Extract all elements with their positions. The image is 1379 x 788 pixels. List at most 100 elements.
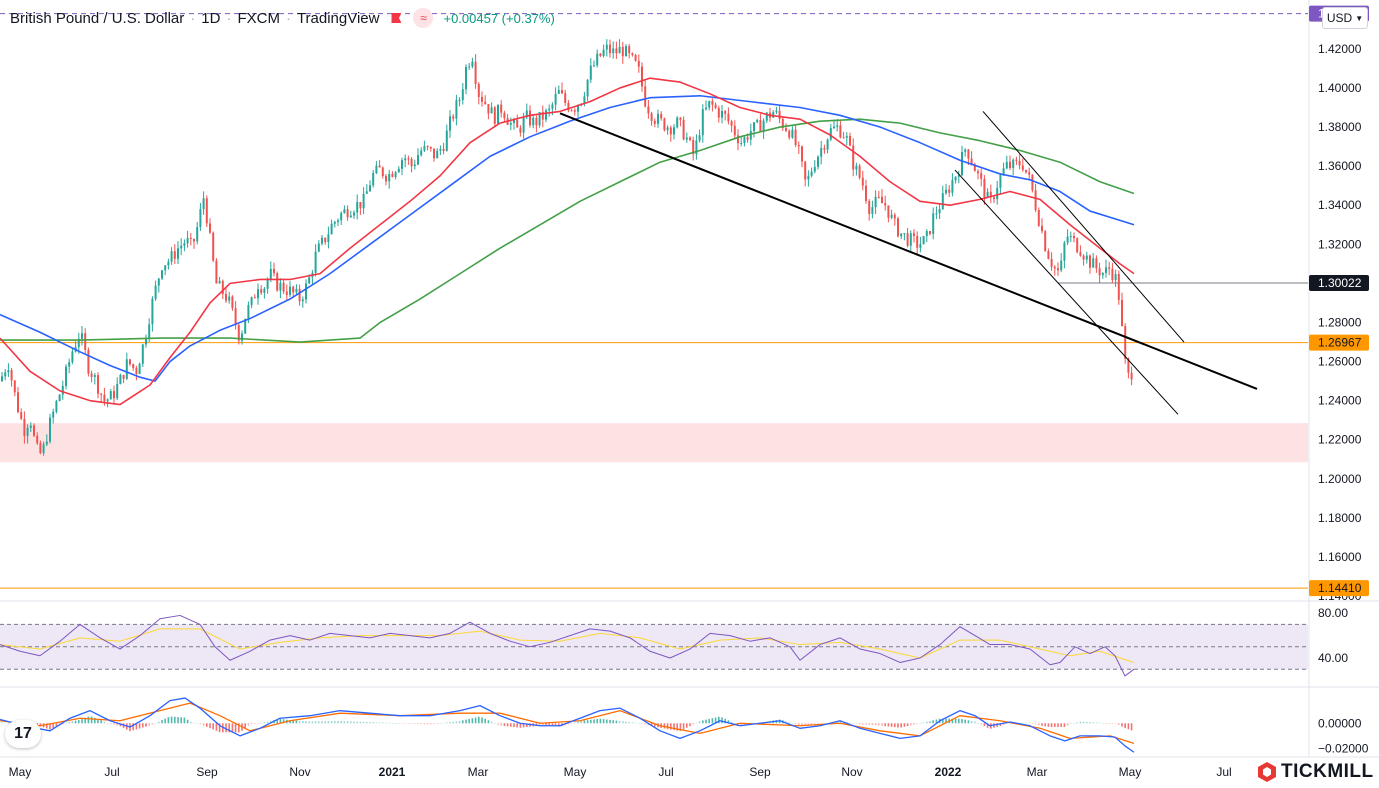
candle-body — [410, 159, 413, 167]
macd-hist-bar — [436, 723, 438, 724]
candle-body — [596, 53, 599, 66]
macd-hist-bar — [414, 723, 416, 724]
candle-body — [618, 46, 621, 54]
macd-hist-bar — [474, 717, 477, 724]
macd-hist-bar — [372, 722, 374, 724]
macd-hist-bar — [442, 722, 445, 724]
candle-body — [154, 285, 157, 299]
macd-hist-bar — [394, 723, 397, 724]
candle-body — [122, 374, 125, 379]
candle-body — [49, 417, 51, 442]
macd-hist-bar — [71, 721, 74, 724]
macd-hist-bar — [1105, 723, 1107, 724]
macd-hist-bar — [858, 723, 861, 725]
macd-hist-bar — [132, 723, 134, 731]
candle-body — [868, 201, 871, 214]
time-tick-label: Mar — [1027, 765, 1048, 779]
macd-hist-bar — [622, 721, 624, 724]
candle-body — [634, 55, 637, 61]
macd-hist-bar — [868, 723, 870, 725]
candle-body — [58, 394, 61, 401]
macd-hist-bar — [695, 722, 698, 724]
macd-hist-bar — [567, 723, 570, 725]
candle-body — [881, 196, 883, 204]
candle-body — [29, 425, 32, 428]
approx-wave-icon[interactable]: ≈ — [413, 8, 434, 28]
candle-body — [852, 145, 855, 170]
candle-body — [861, 177, 864, 186]
candle-body — [161, 270, 163, 279]
candle-body — [241, 333, 243, 341]
candle-body — [180, 245, 183, 249]
candle-body — [391, 173, 394, 177]
candle-body — [353, 212, 355, 216]
candle-body — [529, 110, 531, 126]
candle-body — [903, 233, 906, 235]
candle-body — [749, 131, 752, 140]
candle-body — [135, 368, 138, 375]
macd-hist-bar — [910, 723, 912, 726]
macd-hist-bar — [1070, 723, 1072, 724]
tradingview-logo[interactable]: 17 — [5, 720, 41, 748]
candle-body — [541, 111, 544, 120]
macd-hist-bar — [894, 723, 896, 728]
macd-hist-bar — [945, 718, 947, 724]
candle-body — [772, 112, 775, 118]
candle-body — [740, 143, 743, 145]
candle-body — [413, 164, 416, 167]
macd-hist-bar — [391, 722, 394, 724]
candle-body — [525, 110, 528, 118]
candle-body — [273, 268, 275, 274]
macd-hist-bar — [702, 720, 704, 724]
macd-hist-bar — [186, 719, 189, 724]
candle-body — [967, 149, 970, 159]
candle-body — [1053, 266, 1056, 269]
candle-body — [170, 251, 173, 262]
candle-body — [61, 385, 64, 395]
candle-body — [100, 393, 103, 395]
macd-hist-bar — [836, 721, 838, 724]
candle-body — [298, 288, 301, 302]
macd-hist-bar — [602, 719, 605, 724]
currency-select[interactable]: USD ▼ — [1322, 7, 1368, 29]
macd-hist-bar — [609, 719, 611, 724]
macd-hist-bar — [39, 723, 42, 727]
candle-body — [125, 359, 128, 379]
macd-hist-bar — [970, 720, 973, 724]
candle-body — [833, 126, 835, 129]
flag-icon[interactable] — [391, 13, 402, 23]
macd-hist-bar — [1018, 722, 1021, 724]
candle-body — [109, 391, 112, 400]
candle-body — [260, 289, 263, 293]
time-tick-label: May — [9, 765, 32, 779]
candle-body — [10, 370, 13, 381]
price-tick-label: 1.36000 — [1318, 159, 1362, 173]
macd-hist-bar — [420, 723, 422, 725]
macd-hist-bar — [503, 723, 506, 727]
candle-body — [609, 44, 611, 54]
candle-body — [621, 46, 624, 57]
macd-hist-bar — [884, 723, 886, 727]
macd-hist-bar — [1121, 723, 1123, 727]
interval-label[interactable]: 1D — [201, 9, 221, 27]
candle-body — [106, 399, 109, 402]
candle-body — [993, 197, 995, 200]
candle-body — [177, 248, 179, 259]
macd-hist-bar — [340, 721, 342, 724]
macd-hist-bar — [116, 723, 118, 726]
candle-body — [893, 214, 896, 219]
candle-body — [813, 166, 816, 172]
symbol-title[interactable]: British Pound / U.S. Dollar — [10, 9, 185, 27]
macd-hist-bar — [401, 723, 403, 724]
candle-body — [554, 93, 557, 105]
macd-hist-bar — [215, 723, 218, 731]
macd-hist-bar — [673, 723, 675, 731]
candle-body — [977, 171, 979, 174]
candle-body — [225, 293, 227, 301]
macd-hist-bar — [644, 723, 646, 725]
macd-hist-bar — [97, 719, 99, 724]
macd-hist-bar — [55, 723, 58, 727]
candle-body — [215, 260, 218, 284]
macd-hist-bar — [887, 723, 890, 727]
